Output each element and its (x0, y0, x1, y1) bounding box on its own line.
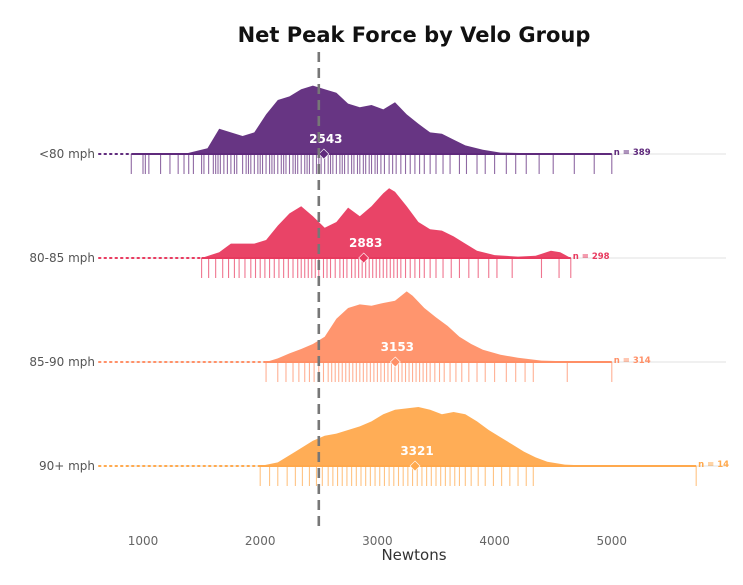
chart-title: Net Peak Force by Velo Group (238, 23, 591, 47)
x-tick-label: 3000 (362, 534, 393, 548)
category-label: <80 mph (39, 147, 95, 161)
plot-area: 2543 n = 389 <80 mph 2883 n = 298 80-85 mph 31… (29, 52, 729, 548)
x-tick-label: 1000 (128, 534, 159, 548)
ridge-group: 2543 n = 389 <80 mph (39, 85, 726, 174)
median-label: 3321 (400, 444, 433, 458)
median-marker (409, 460, 421, 472)
median-label: 3153 (381, 340, 414, 354)
median-label: 2543 (309, 132, 342, 146)
density-area (184, 85, 612, 154)
density-area (201, 188, 571, 258)
sample-size-label: n = 14 (698, 460, 729, 470)
sample-size-label: n = 314 (614, 356, 651, 366)
ridge-group: 3321 n = 14 90+ mph (39, 407, 729, 486)
median-marker (358, 252, 370, 264)
density-area (266, 291, 612, 362)
x-tick-label: 2000 (245, 534, 276, 548)
ridge-group: 3153 n = 314 85-90 mph (29, 291, 726, 382)
density-area (260, 407, 697, 466)
median-label: 2883 (349, 236, 382, 250)
x-tick-label: 5000 (597, 534, 628, 548)
x-tick-label: 4000 (479, 534, 510, 548)
x-axis-title: Newtons (381, 546, 446, 564)
median-marker (318, 148, 330, 160)
ridge-group: 2883 n = 298 80-85 mph (29, 188, 726, 278)
category-label: 80-85 mph (29, 251, 95, 265)
sample-size-label: n = 298 (573, 252, 610, 262)
sample-size-label: n = 389 (614, 148, 651, 158)
category-label: 85-90 mph (29, 355, 95, 369)
category-label: 90+ mph (39, 459, 95, 473)
median-marker (389, 356, 401, 368)
